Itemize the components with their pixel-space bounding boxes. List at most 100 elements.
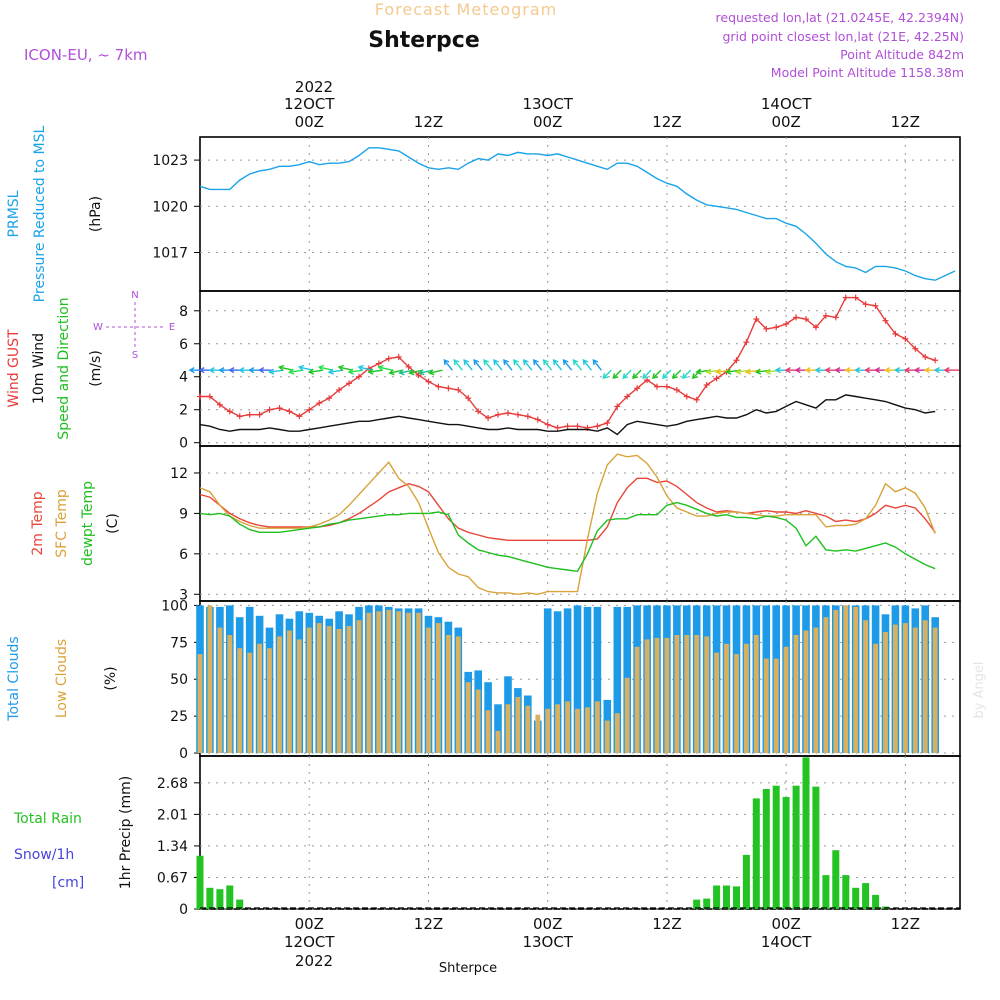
wind-arrow-head <box>503 359 509 366</box>
wind-arrow-head <box>923 366 930 374</box>
rain-bar <box>852 887 860 909</box>
wind-arrow-head <box>513 359 519 366</box>
wind-arrow-head <box>933 366 940 374</box>
wind-arrow-head <box>661 373 668 380</box>
clouds-ytick-label: 100 <box>161 598 188 614</box>
wind-ytick-label: 0 <box>179 436 188 452</box>
wind-arrow-head <box>642 373 649 380</box>
wind-arrow <box>572 359 583 371</box>
gust-point <box>803 316 810 323</box>
low-cloud-bar <box>396 611 402 753</box>
gust-point <box>932 357 939 364</box>
gust-point <box>773 324 780 331</box>
wind-ytick-label: 6 <box>179 337 188 353</box>
low-cloud-bar <box>446 635 451 754</box>
panel-wind: 0 2 4 6 8 Wind GUST 10m Wind Speed and Directio… <box>6 290 961 452</box>
wind-arrow-head <box>418 369 425 376</box>
gust-point <box>375 360 382 367</box>
wind-arrow-head <box>258 366 265 374</box>
gust-point <box>355 373 362 380</box>
low-cloud-bar <box>783 646 789 754</box>
pressure-series-0 <box>199 147 956 281</box>
gust-point <box>465 395 472 402</box>
gust-point <box>703 381 710 388</box>
low-cloud-bar <box>515 697 521 754</box>
wind-arrow-head <box>337 364 344 372</box>
wind-arrow-shaft <box>642 369 652 379</box>
wind-arrow-head <box>483 359 490 366</box>
low-cloud-bar <box>436 623 441 753</box>
wind-arrow-shaft <box>419 369 433 374</box>
wind-arrow <box>357 364 374 372</box>
wind-arrow-head <box>834 366 841 374</box>
low-cloud-bar <box>714 652 719 754</box>
rain-bar <box>733 886 740 909</box>
wind-arrow-shaft <box>409 369 423 374</box>
rain-bar <box>792 785 800 909</box>
wind-arrow-head <box>572 359 579 366</box>
gust-point <box>753 316 760 323</box>
wind-arrow-shaft <box>429 369 443 374</box>
bottom-hour-label: 12Z <box>414 915 443 933</box>
rain-bar <box>713 885 721 909</box>
wind-ytick-label: 2 <box>179 403 188 419</box>
wind-arrow-head <box>552 359 559 366</box>
wind-arrow-shaft <box>328 369 344 373</box>
wind-arrow-head <box>622 373 629 380</box>
wind-arrow-head <box>377 364 384 372</box>
gust-point <box>504 410 511 417</box>
top-hour-label: 00Z <box>771 113 800 131</box>
wind-arrow-shaft <box>632 369 642 379</box>
wind-arrow <box>513 359 523 371</box>
gust-point <box>266 406 273 413</box>
wind-arrow-head <box>894 366 900 374</box>
gust-point <box>435 383 442 390</box>
gust-point <box>256 411 263 418</box>
low-cloud-bar <box>197 654 203 753</box>
gust-point <box>574 423 581 430</box>
clouds-ytick-label: 0 <box>179 746 188 762</box>
wind-arrow-head <box>463 359 470 366</box>
precip-frame <box>199 755 961 910</box>
gust-point <box>495 411 502 418</box>
low-cloud-bar <box>575 708 580 754</box>
bottom-hour-label: 12Z <box>652 915 681 933</box>
wind-arrow-shaft <box>289 369 304 373</box>
precip-unit: 1hr Precip (mm) <box>118 776 134 889</box>
wind-arrow <box>642 369 652 380</box>
rain-bar <box>723 885 730 909</box>
low-cloud-bar <box>922 620 928 754</box>
top-hour-label: 00Z <box>533 113 562 131</box>
wind-arrow-shaft <box>513 359 523 371</box>
wind-arrow <box>582 359 592 371</box>
wind-arrow-shaft <box>493 359 503 371</box>
wind-arrow-head <box>754 368 762 375</box>
grid-point-coords: grid point closest lon,lat (21E, 42.25N) <box>722 29 964 44</box>
gust-point <box>197 393 203 400</box>
gust-point <box>604 419 611 426</box>
wind-arrow-head <box>188 366 195 374</box>
precip-rain-label: Total Rain <box>13 811 82 827</box>
total-cloud-bar <box>573 605 582 753</box>
gust-point <box>852 294 859 301</box>
wind-arrow <box>503 359 513 371</box>
wind-arrow-head <box>327 368 334 375</box>
low-cloud-bar <box>346 626 352 754</box>
gust-point <box>485 414 492 421</box>
bottom-year-label: 2022 <box>295 952 333 970</box>
wind-compass: N S W E <box>93 290 175 361</box>
wind-arrow <box>418 369 433 376</box>
compass-n: N <box>131 290 138 301</box>
wind-arrow-head <box>903 366 910 374</box>
wind-arrow <box>377 364 393 372</box>
gust-point <box>405 363 412 370</box>
wind-arrow-shaft <box>269 369 284 373</box>
low-cloud-bar <box>277 636 282 753</box>
gust-point <box>902 335 909 342</box>
wind-arrow <box>367 368 383 375</box>
clouds-ytick-label: 25 <box>170 709 188 725</box>
rain-bar <box>742 854 750 909</box>
wind-arrow-head <box>864 366 871 374</box>
wind-arrow <box>632 369 642 380</box>
wind-arrow <box>602 369 612 380</box>
